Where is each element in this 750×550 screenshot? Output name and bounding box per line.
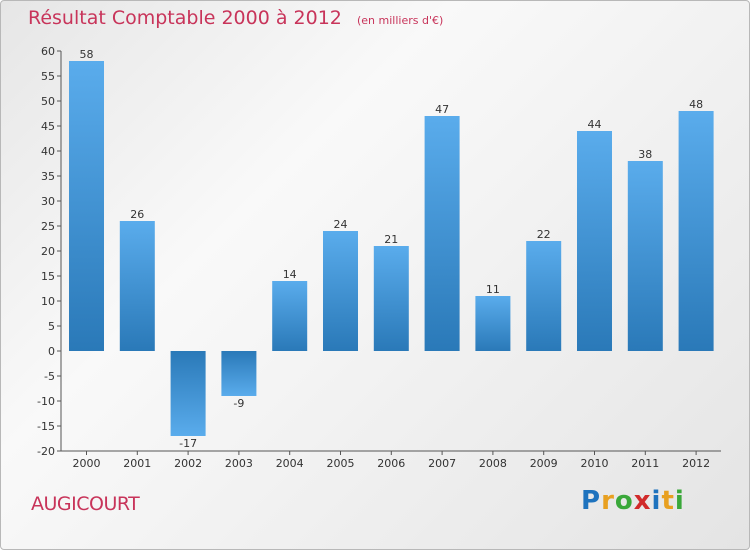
y-tick-label: 0 (48, 345, 55, 358)
y-tick-label: 10 (41, 295, 55, 308)
brand-letter: i (674, 486, 685, 516)
brand-letter: i (651, 486, 662, 516)
brand-letter: o (614, 486, 634, 516)
y-tick-label: 60 (41, 45, 55, 58)
brand-letter: P (581, 486, 602, 516)
bar-2006 (373, 246, 409, 351)
x-tick-label-2011: 2011 (631, 457, 659, 470)
x-tick-label-2000: 2000 (73, 457, 101, 470)
value-label-2009: 22 (537, 228, 551, 241)
x-tick-label-2009: 2009 (530, 457, 558, 470)
y-tick-label: -5 (44, 370, 55, 383)
y-tick-label: -15 (37, 420, 55, 433)
brand-letter: t (661, 486, 675, 516)
x-tick-label-2003: 2003 (225, 457, 253, 470)
x-tick-label-2008: 2008 (479, 457, 507, 470)
value-label-2006: 21 (384, 233, 398, 246)
bar-2001 (119, 221, 155, 351)
bar-2011 (627, 161, 663, 351)
y-tick-label: 5 (48, 320, 55, 333)
y-tick-label: 20 (41, 245, 55, 258)
bar-2005 (323, 231, 358, 351)
x-tick-label-2002: 2002 (174, 457, 202, 470)
labels-group: 2000 58 2001 26 2002 -17 2003 -9 2004 14 2005 24 200… (73, 48, 711, 470)
y-tick-label: 25 (41, 220, 55, 233)
bars-group (69, 61, 714, 436)
y-tick-label: 40 (41, 145, 55, 158)
y-tick-label: -10 (37, 395, 55, 408)
value-label-2001: 26 (130, 208, 144, 221)
value-label-2008: 11 (486, 283, 500, 296)
value-label-2000: 58 (80, 48, 94, 61)
chart-title: Résultat Comptable 2000 à 2012 (28, 7, 342, 29)
x-tick-label-2010: 2010 (581, 457, 609, 470)
x-tick-label-2012: 2012 (682, 457, 710, 470)
bar-2003 (221, 351, 257, 396)
y-tick-label: 55 (41, 70, 55, 83)
value-label-2011: 38 (638, 148, 652, 161)
value-label-2012: 48 (689, 98, 703, 111)
value-label-2007: 47 (435, 103, 449, 116)
bar-2004 (272, 281, 308, 351)
bar-2008 (475, 296, 511, 351)
x-tick-label-2006: 2006 (377, 457, 405, 470)
y-tick-label: 45 (41, 120, 55, 133)
bar-2010 (577, 131, 612, 351)
brand-logo[interactable]: Proxiti (581, 486, 685, 516)
y-tick-label: -20 (37, 445, 55, 458)
bar-2009 (526, 241, 562, 351)
bar-2007 (424, 116, 460, 351)
y-tick-label: 35 (41, 170, 55, 183)
x-tick-label-2007: 2007 (428, 457, 456, 470)
x-tick-label-2004: 2004 (276, 457, 304, 470)
bar-2012 (678, 111, 714, 351)
value-label-2010: 44 (588, 118, 602, 131)
bar-2002 (170, 351, 206, 436)
title-row: Résultat Comptable 2000 à 2012 (en milli… (28, 7, 443, 29)
y-tick-label: 15 (41, 270, 55, 283)
y-tick-label: 30 (41, 195, 55, 208)
value-label-2004: 14 (283, 268, 297, 281)
value-label-2002: -17 (179, 437, 197, 450)
chart-subtitle: (en milliers d'€) (356, 14, 444, 27)
bar-2000 (69, 61, 104, 351)
commune-name: AUGICOURT (31, 493, 140, 515)
x-tick-label-2005: 2005 (327, 457, 355, 470)
y-tick-label: 50 (41, 95, 55, 108)
value-label-2003: -9 (233, 397, 244, 410)
value-label-2005: 24 (334, 218, 348, 231)
brand-letter: x (633, 486, 652, 516)
x-tick-label-2001: 2001 (123, 457, 151, 470)
brand-letter: r (601, 486, 615, 516)
